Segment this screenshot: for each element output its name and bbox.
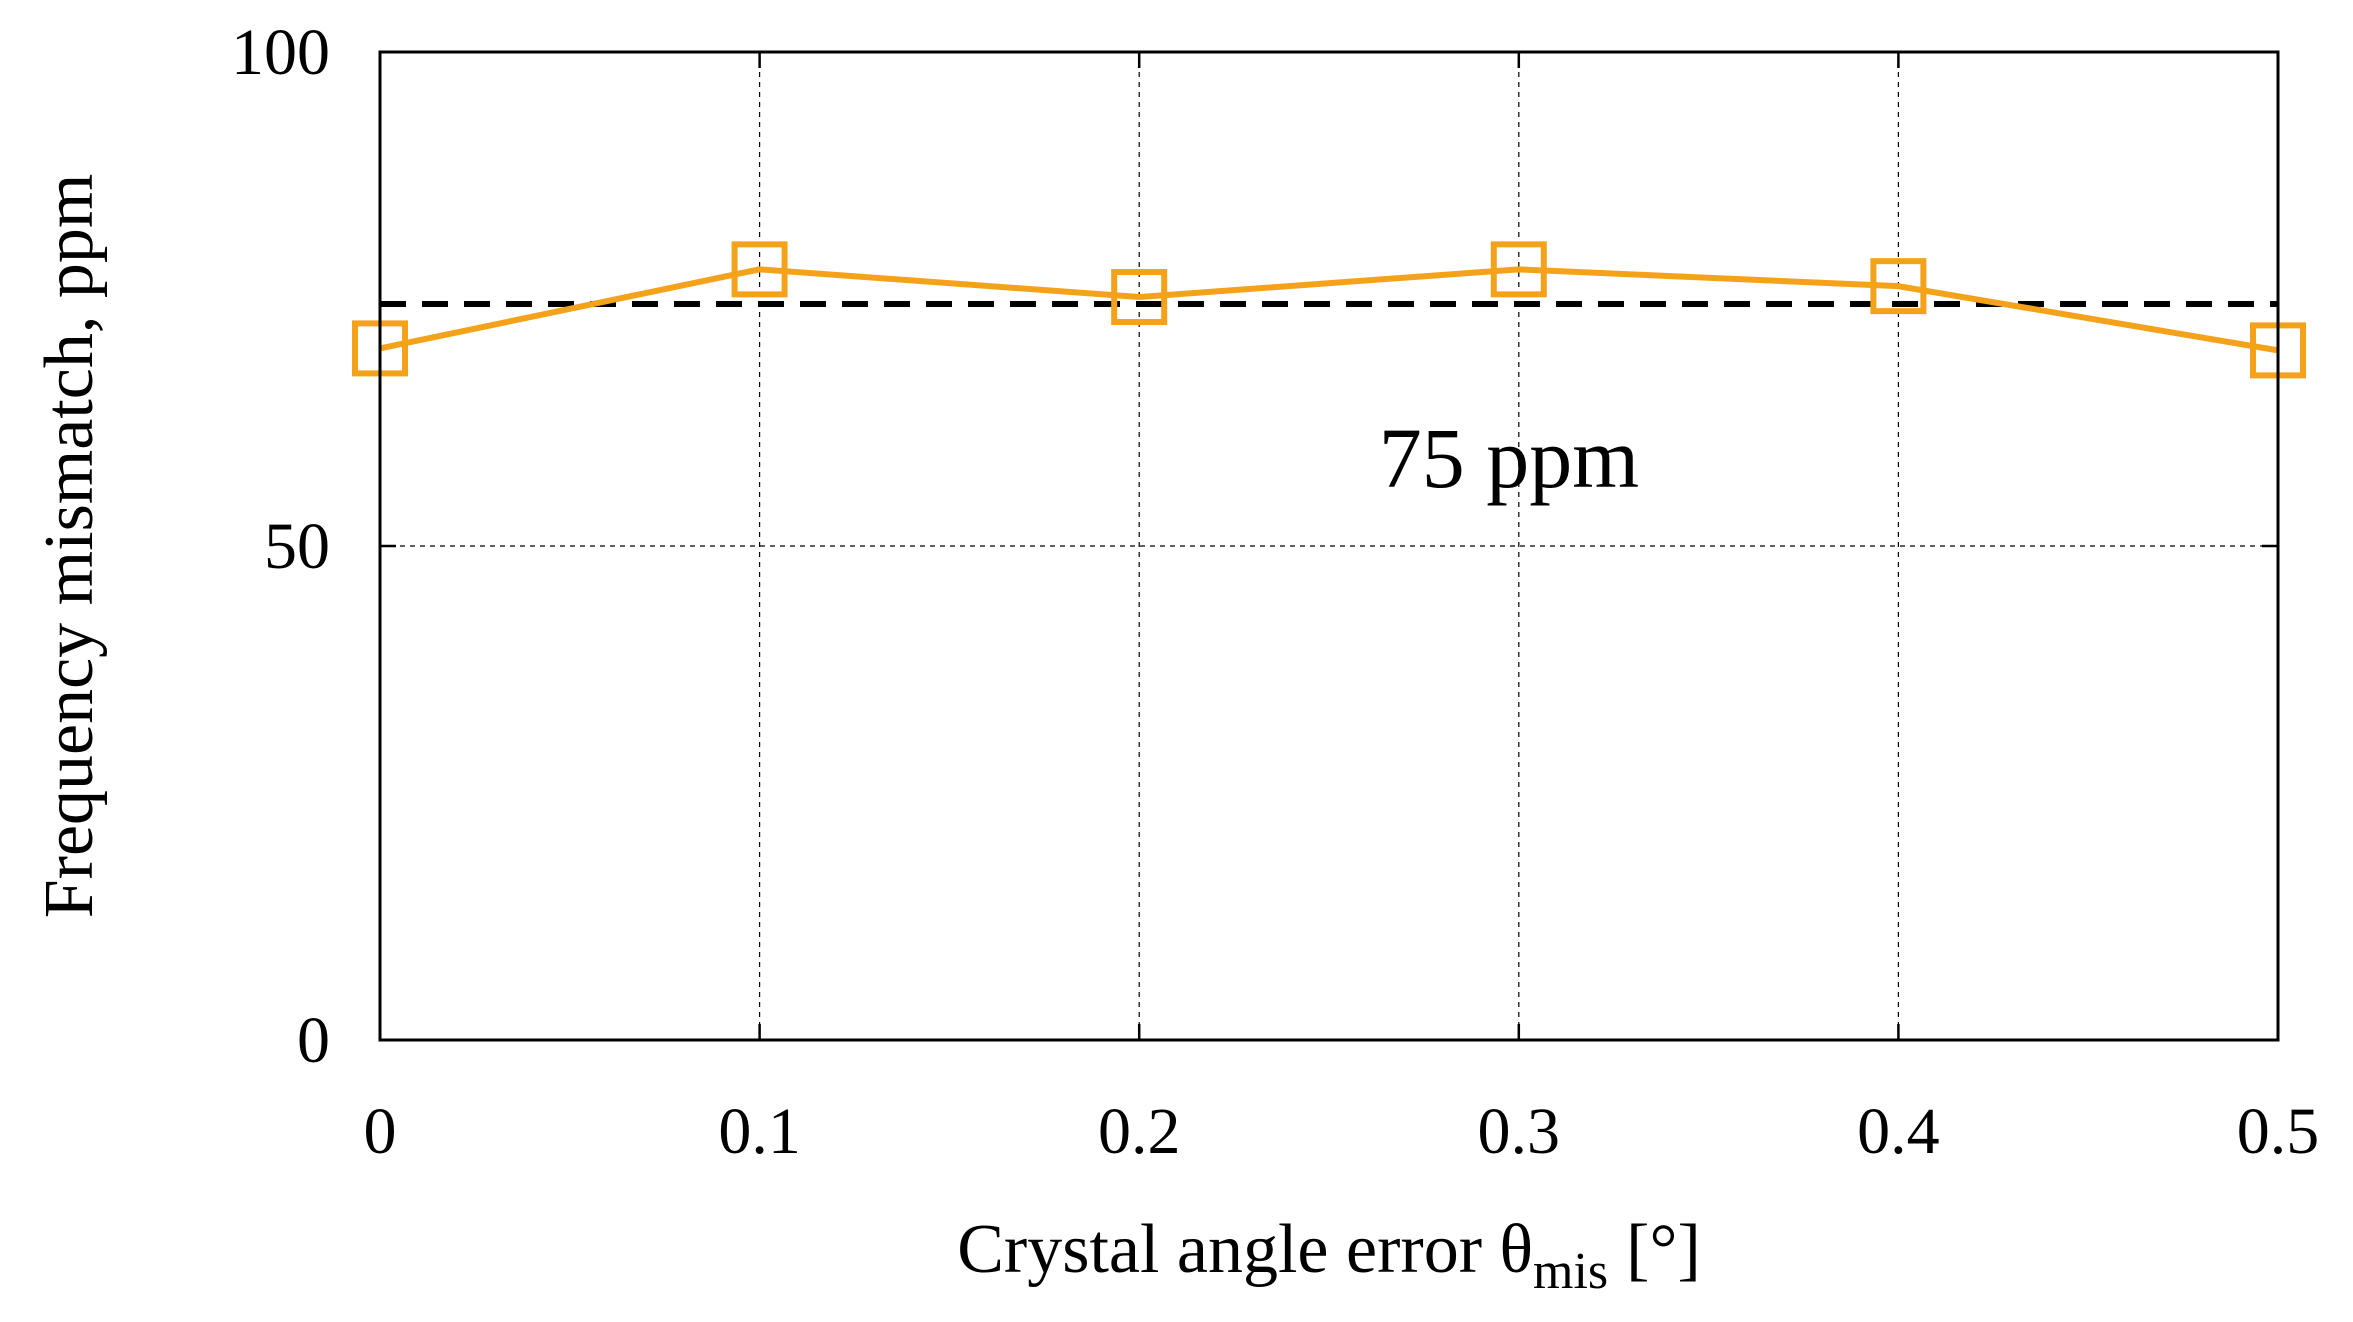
data-point-marker [731, 241, 788, 298]
y-tick-label: 0 [297, 1004, 330, 1077]
data-point-marker [1870, 258, 1927, 315]
series-group [352, 241, 2306, 379]
y-tick-label: 50 [264, 510, 330, 583]
x-axis-title: Crystal angle error θmis [°] [957, 1211, 1701, 1300]
x-tick-label: 0.2 [1098, 1095, 1181, 1168]
y-tick-label: 100 [231, 16, 330, 89]
x-tick-label: 0.3 [1478, 1095, 1561, 1168]
x-tick-label: 0.5 [2237, 1095, 2320, 1168]
x-tick-label: 0 [364, 1095, 397, 1168]
y-axis-title: Frequency mismatch, ppm [31, 174, 108, 919]
data-point-marker [1111, 269, 1168, 326]
data-point-marker [1490, 241, 1547, 298]
annotation-75-ppm: 75 ppm [1379, 410, 1639, 506]
grid-lines [380, 52, 2278, 1040]
x-axis-title-subscript: mis [1533, 1243, 1608, 1300]
tick-labels: 0 0.1 0.2 0.3 0.4 0.5 0 50 100 [231, 16, 2319, 1168]
annotations: 75 ppm [1379, 410, 1639, 506]
tick-marks [378, 50, 2280, 1042]
x-axis-title-unit: [°] [1626, 1211, 1701, 1288]
x-tick-label: 0.1 [718, 1095, 801, 1168]
series-line [379, 266, 2279, 354]
x-tick-label: 0.4 [1857, 1095, 1940, 1168]
x-axis-title-main: Crystal angle error θ [957, 1211, 1533, 1288]
